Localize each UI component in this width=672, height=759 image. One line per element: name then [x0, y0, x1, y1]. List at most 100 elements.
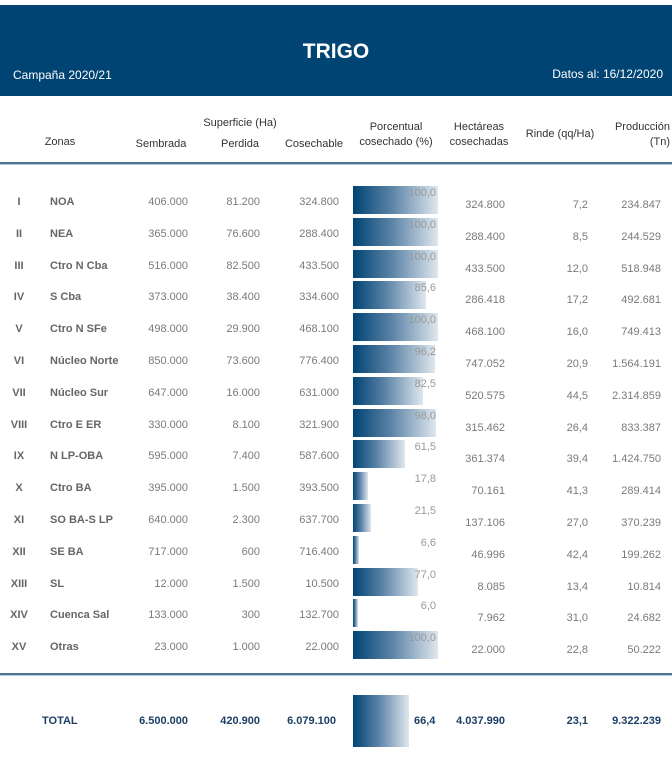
- zone-number: XV: [11, 641, 27, 654]
- hectareas-value: 288.400: [465, 230, 505, 243]
- pct-bar: [353, 631, 438, 660]
- table-row: III Ctro N Cba 516.000 82.500 433.500 100,0 43…: [0, 249, 672, 281]
- col-cosechable: Cosechable: [284, 138, 344, 150]
- zone-name: Ctro E ER: [50, 418, 102, 431]
- zone-name: Ctro N Cba: [50, 259, 108, 272]
- hectareas-value: 70.161: [471, 485, 505, 498]
- table-row: I NOA 406.000 81.200 324.800 100,0 324.800 7,2 2…: [0, 186, 672, 217]
- cosechable-value: 776.400: [299, 355, 339, 367]
- col-produccion: Producción (Tn): [600, 120, 670, 150]
- sembrada-value: 850.000: [148, 355, 188, 367]
- total-pct-bar: [353, 695, 410, 747]
- table-row: VI Núcleo Norte 850.000 73.600 776.400 96,2 74…: [0, 345, 672, 376]
- col-hectareas-line1: Hectáreas: [453, 121, 505, 133]
- pct-bar: [353, 472, 369, 501]
- rinde-value: 22,8: [566, 644, 588, 657]
- perdida-value: 81.200: [226, 196, 260, 208]
- zone-name: S Cba: [50, 291, 82, 304]
- cosechable-value: 631.000: [299, 386, 339, 399]
- col-hectareas-line2: cosechadas: [449, 136, 509, 148]
- sembrada-value: 373.000: [148, 291, 188, 304]
- zone-number: VII: [12, 386, 26, 399]
- zone-name: NOA: [50, 196, 75, 208]
- produccion-value: 50.222: [627, 644, 661, 657]
- pct-bar: [353, 345, 435, 373]
- pct-bar: [353, 599, 359, 628]
- zone-number: IX: [13, 450, 25, 463]
- perdida-value: 29.900: [226, 323, 260, 336]
- perdida-value: 300: [241, 609, 260, 622]
- zone-number: I: [17, 196, 21, 208]
- zone-name: Núcleo Norte: [50, 355, 119, 367]
- data-date-label: Datos al: 16/12/2020: [552, 67, 663, 81]
- zone-name: N LP-OBA: [50, 450, 104, 463]
- pct-value: 98,0: [414, 409, 436, 422]
- rinde-value: 17,2: [566, 294, 588, 307]
- pct-bar: [353, 376, 424, 405]
- col-superficie-group: Superficie (Ha): [203, 117, 277, 129]
- rinde-value: 44,5: [566, 389, 588, 402]
- rinde-value: 16,0: [566, 326, 588, 339]
- perdida-value: 73.600: [226, 355, 260, 367]
- pct-value: 82,5: [414, 377, 436, 390]
- produccion-value: 289.414: [621, 485, 661, 498]
- hectareas-value: 747.052: [465, 358, 505, 370]
- total-produccion: 9.322.239: [612, 715, 661, 727]
- col-rinde: Rinde (qq/Ha): [525, 128, 595, 140]
- table-row: XI SO BA-S LP 640.000 2.300 637.700 21,5 137.1…: [0, 504, 672, 535]
- total-row: TOTAL 6.500.000 420.900 6.079.100 66,4 4…: [0, 695, 672, 747]
- perdida-value: 1.000: [232, 641, 260, 654]
- produccion-value: 234.847: [621, 199, 661, 211]
- pct-value: 6,6: [420, 536, 436, 549]
- hectareas-value: 468.100: [465, 326, 505, 339]
- perdida-value: 1.500: [232, 482, 260, 495]
- total-rinde: 23,1: [566, 715, 588, 727]
- pct-value: 6,0: [420, 600, 436, 613]
- perdida-value: 16.000: [226, 386, 260, 399]
- rinde-value: 27,0: [566, 517, 588, 529]
- cosechable-value: 324.800: [299, 196, 339, 208]
- cosechable-value: 288.400: [299, 227, 339, 240]
- hectareas-value: 520.575: [465, 389, 505, 402]
- pct-value: 96,2: [414, 346, 436, 358]
- produccion-value: 370.239: [621, 517, 661, 529]
- table-row: XII SE BA 717.000 600 716.400 6,6 46.996 42,4 19…: [0, 535, 672, 567]
- table-row: XV Otras 23.000 1.000 22.000 100,0 22.000 22,8 5…: [0, 631, 672, 662]
- perdida-value: 7.400: [232, 450, 260, 463]
- hectareas-value: 286.418: [465, 294, 505, 307]
- rinde-value: 26,4: [566, 421, 588, 434]
- pct-bar: [353, 186, 438, 214]
- produccion-value: 244.529: [621, 230, 661, 243]
- col-porcentual-line1: Porcentual: [369, 121, 423, 133]
- sembrada-value: 406.000: [148, 196, 188, 208]
- produccion-value: 1.424.750: [612, 453, 661, 466]
- produccion-value: 10.814: [627, 580, 661, 593]
- cosechable-value: 716.400: [299, 545, 339, 558]
- zone-name: Otras: [50, 641, 79, 654]
- col-porcentual: Porcentual cosechado (%): [353, 120, 439, 150]
- produccion-value: 199.262: [621, 548, 661, 561]
- header-divider: [0, 162, 672, 165]
- crop-title: TRIGO: [302, 40, 370, 63]
- rinde-value: 7,2: [572, 199, 588, 211]
- perdida-value: 76.600: [226, 227, 260, 240]
- sembrada-value: 516.000: [148, 259, 188, 272]
- cosechable-value: 468.100: [299, 323, 339, 336]
- sembrada-value: 595.000: [148, 450, 188, 463]
- pct-bar: [353, 281, 426, 310]
- pct-value: 77,0: [414, 568, 436, 581]
- sembrada-value: 133.000: [148, 609, 188, 622]
- table-row: II NEA 365.000 76.600 288.400 100,0 288.400 8,5…: [0, 217, 672, 249]
- rinde-value: 41,3: [566, 485, 588, 498]
- total-hectareas: 4.037.990: [456, 715, 505, 727]
- produccion-value: 2.314.859: [612, 389, 661, 402]
- zone-number: XIV: [10, 609, 28, 622]
- hectareas-value: 22.000: [471, 644, 505, 657]
- produccion-value: 518.948: [621, 262, 661, 275]
- perdida-value: 600: [241, 545, 260, 558]
- col-zonas: Zonas: [44, 136, 76, 148]
- zone-number: XII: [12, 545, 26, 558]
- col-sembrada: Sembrada: [135, 138, 187, 150]
- rinde-value: 12,0: [566, 262, 588, 275]
- cosechable-value: 321.900: [299, 418, 339, 431]
